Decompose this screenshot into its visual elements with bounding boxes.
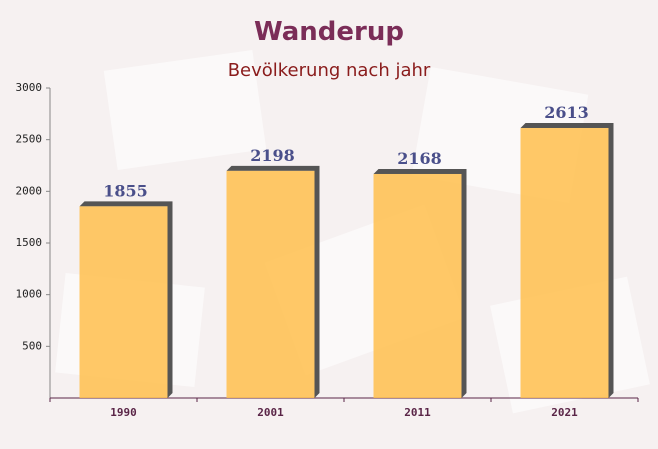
y-tick-label: 2500 (16, 133, 43, 146)
y-tick-label: 3000 (16, 81, 43, 94)
chart-title: Wanderup (254, 17, 404, 47)
value-label: 2198 (250, 146, 295, 165)
value-label: 2613 (544, 103, 589, 122)
y-tick-label: 2000 (16, 184, 43, 197)
y-tick-label: 500 (22, 339, 42, 352)
bar (373, 173, 462, 398)
value-label: 1855 (103, 181, 148, 200)
x-tick-label: 2021 (551, 406, 578, 419)
value-label: 2168 (397, 149, 442, 168)
x-tick-label: 1990 (110, 406, 137, 419)
bar (79, 206, 168, 398)
x-tick-label: 2011 (404, 406, 431, 419)
bar (226, 170, 315, 398)
y-tick-label: 1000 (16, 288, 43, 301)
x-tick-label: 2001 (257, 406, 284, 419)
chart-subtitle: Bevölkerung nach jahr (228, 60, 431, 81)
bar (520, 127, 609, 399)
y-tick-label: 1500 (16, 236, 43, 249)
